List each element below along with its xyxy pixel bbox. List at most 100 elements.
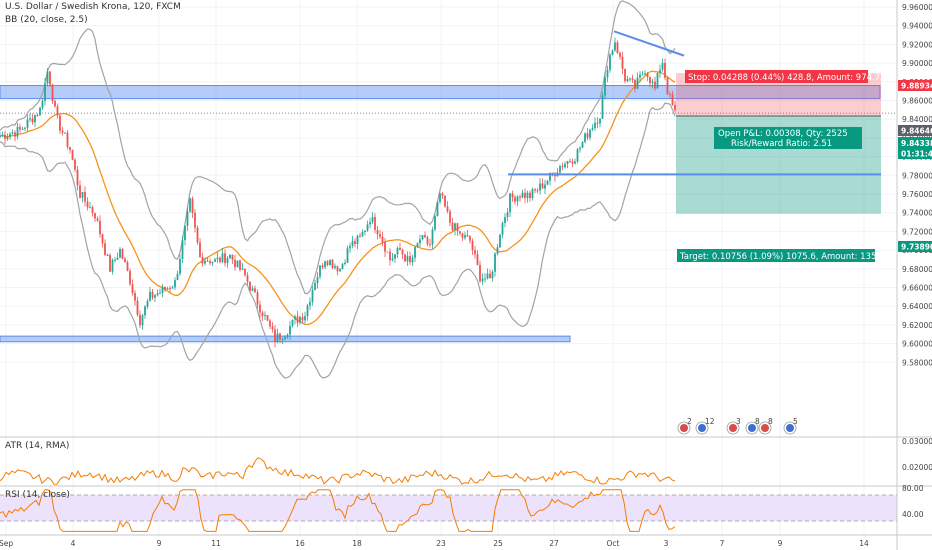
- candle-body: [591, 128, 594, 130]
- candle-body: [664, 62, 666, 78]
- candle-body: [221, 253, 224, 263]
- candle-body: [644, 73, 646, 75]
- candle-body: [631, 78, 634, 81]
- target-price-text: 9.73890: [901, 243, 932, 252]
- candle-body: [501, 222, 504, 235]
- candle-body: [151, 291, 154, 298]
- candle-body: [624, 68, 626, 82]
- price-axis-label: 9.64000: [902, 302, 932, 311]
- candle-body: [406, 256, 409, 262]
- candle-body: [401, 249, 404, 255]
- candle-body: [239, 260, 241, 270]
- current-price-tag: [898, 125, 932, 136]
- bb-legend[interactable]: BB (20, close, 2.5): [5, 15, 88, 25]
- candle-body: [379, 234, 381, 237]
- candle-body: [466, 235, 469, 237]
- candle-body: [551, 172, 554, 174]
- candle-body: [211, 261, 214, 264]
- candle-body: [454, 223, 456, 231]
- candle-body: [309, 301, 311, 306]
- price-axis-label: 9.90000: [902, 59, 932, 68]
- price-axis-label: 9.96000: [902, 3, 932, 12]
- event-badge-count: 8: [755, 417, 760, 426]
- rr-label: Risk/Reward Ratio: 2.51: [731, 139, 832, 149]
- symbol-legend[interactable]: U.S. Dollar / Swedish Krona, 120, FXCM: [5, 2, 181, 12]
- candle-body: [121, 248, 124, 259]
- pnl-label-box: [714, 127, 862, 149]
- candle-body: [336, 266, 339, 272]
- candle-body: [564, 163, 566, 168]
- candle-body: [286, 334, 289, 338]
- candle-body: [544, 184, 546, 189]
- candle-body: [256, 292, 259, 305]
- candle-body: [4, 134, 6, 139]
- drawing-tools[interactable]: [508, 30, 881, 176]
- candle-body: [634, 80, 636, 89]
- candle-body: [46, 71, 49, 84]
- candle-body: [594, 122, 596, 129]
- event-badge-count: 3: [736, 417, 741, 426]
- candle-body: [186, 211, 189, 226]
- candle-body: [514, 197, 516, 202]
- candle-body: [324, 261, 326, 268]
- candle-body: [241, 268, 244, 270]
- economic-event-badges[interactable]: 2 12 3 8 8 5: [677, 417, 798, 435]
- time-axis[interactable]: Sep 4 9 11 16 18 23 25 27 Oct 3 7 9 14: [0, 539, 869, 548]
- candle-body: [409, 256, 411, 263]
- price-axis-label: 9.78000: [902, 171, 932, 180]
- candle-body: [536, 190, 539, 192]
- candle-body: [254, 288, 256, 293]
- candle-body: [159, 292, 161, 294]
- candle-body: [9, 133, 11, 137]
- price-axis-label: 9.60000: [902, 340, 932, 349]
- candle-body: [646, 73, 649, 78]
- candle-body: [346, 248, 349, 263]
- candle-body: [476, 254, 479, 265]
- candle-body: [164, 286, 166, 290]
- candle-body: [371, 217, 374, 223]
- price-axis-label: 9.84000: [902, 115, 932, 124]
- atr-axis-label-1: 0.02000: [902, 463, 932, 472]
- candle-body: [119, 248, 121, 258]
- candle-body: [511, 193, 514, 198]
- candle-body: [546, 180, 549, 185]
- candle-body: [106, 254, 109, 256]
- candle-body: [136, 300, 139, 315]
- rsi-legend[interactable]: RSI (14, close): [5, 490, 70, 500]
- candle-body: [271, 326, 274, 330]
- candle-body: [669, 93, 671, 95]
- candle-body: [441, 193, 444, 196]
- candle-body: [464, 235, 466, 238]
- atr-axis: 0.03000 0.02000: [902, 437, 932, 472]
- candle-body: [356, 235, 359, 244]
- candle-body: [484, 278, 486, 280]
- candle-body: [431, 229, 434, 245]
- candle-body: [19, 126, 21, 130]
- candle-body: [486, 273, 489, 279]
- atr-legend[interactable]: ATR (14, RMA): [5, 441, 70, 451]
- price-axis[interactable]: 9.960009.940009.920009.900009.880009.860…: [902, 3, 932, 367]
- candle-body: [609, 54, 611, 70]
- price-axis-label: 9.74000: [902, 209, 932, 218]
- candle-body: [96, 218, 99, 221]
- target-price-tag: [898, 241, 932, 252]
- candle-body: [64, 132, 66, 134]
- candle-body: [649, 77, 651, 84]
- candle-body: [419, 239, 421, 244]
- candle-body: [224, 253, 226, 264]
- time-axis-label: 4: [71, 539, 76, 548]
- price-axis-label: 9.62000: [902, 321, 932, 330]
- countdown-text: 01:31:49: [901, 150, 932, 159]
- price-axis-label: 9.66000: [902, 284, 932, 293]
- candle-body: [374, 217, 376, 231]
- candle-body: [141, 315, 144, 326]
- candle-body: [311, 290, 314, 302]
- candle-body: [584, 133, 586, 142]
- candle-body: [494, 253, 496, 272]
- candle-body: [74, 159, 76, 170]
- candle-body: [666, 77, 669, 94]
- candle-body: [429, 244, 431, 246]
- candle-body: [334, 266, 336, 268]
- candle-body: [606, 69, 609, 78]
